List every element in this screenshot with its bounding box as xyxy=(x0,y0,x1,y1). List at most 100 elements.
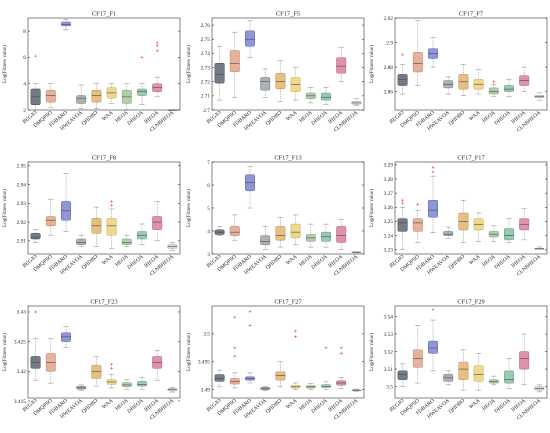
box-begjo xyxy=(214,46,225,101)
y-axis-label: Log(Fitness value) xyxy=(187,45,192,83)
box-iqr xyxy=(428,340,438,354)
box-dheoa xyxy=(321,223,331,248)
box-iqr xyxy=(121,238,132,245)
box-iqr xyxy=(412,218,423,232)
chart-title: CF17_F13 xyxy=(274,155,301,162)
y-tick-label: 3.42 xyxy=(17,369,27,375)
box-clnbheoa xyxy=(534,384,545,393)
outlier-point xyxy=(294,335,297,338)
x-tick-label: WAA xyxy=(468,398,481,411)
box-iqr xyxy=(397,74,408,86)
y-tick-label: 3.495 xyxy=(198,360,210,366)
box-iqr xyxy=(412,52,423,73)
x-tick-label: DHEOA xyxy=(126,110,144,127)
x-tick-label: WAA xyxy=(101,398,114,411)
y-tick-label: 2.7 xyxy=(203,108,210,114)
box-iqr xyxy=(504,85,514,92)
y-axis-label: Log(Fitness value) xyxy=(187,333,192,371)
chart-title: CF17_F27 xyxy=(274,299,302,306)
box-iqr xyxy=(214,374,225,382)
box-dmqpso xyxy=(412,325,423,384)
box-iheoa xyxy=(152,41,163,98)
box-waa xyxy=(290,329,301,390)
box-begjo xyxy=(30,229,41,243)
box-fdbaro xyxy=(245,20,255,58)
box-iqr xyxy=(76,238,87,245)
x-tick-label: WAA xyxy=(468,110,481,123)
box-waa xyxy=(290,214,301,246)
box-fdbaro xyxy=(428,308,438,372)
box-waa xyxy=(106,200,117,249)
y-tick-label: 2.92 xyxy=(17,220,27,226)
box-iqr xyxy=(91,90,102,103)
outlier-point xyxy=(416,203,420,206)
chart-title: CF17_F5 xyxy=(276,11,300,18)
box-iheoa xyxy=(152,350,163,381)
outlier-point xyxy=(233,354,237,358)
box-qhdbo xyxy=(91,356,102,387)
box-fdbaro xyxy=(428,37,438,68)
x-tick-label: QHDBO xyxy=(448,254,467,271)
box-dmqpso xyxy=(45,83,56,108)
outlier-point xyxy=(324,346,328,350)
box-iheoa xyxy=(336,47,347,82)
box-iqr xyxy=(519,351,530,370)
plot-frame xyxy=(394,161,548,255)
box-iqr xyxy=(214,63,225,84)
box-iheoa xyxy=(336,219,347,250)
x-tick-label: DHEOA xyxy=(493,254,511,271)
box-iheoa xyxy=(519,66,530,92)
y-tick-label: 3.43 xyxy=(17,310,27,316)
outlier-point xyxy=(34,310,37,314)
outlier-point xyxy=(248,324,252,327)
box-heoa xyxy=(488,375,499,386)
box-iqr xyxy=(321,92,331,101)
box-iqr xyxy=(137,88,147,96)
box-heoa xyxy=(121,379,132,390)
x-tick-label: QHDBO xyxy=(81,110,100,127)
box-iqr xyxy=(152,216,163,230)
plot-frame xyxy=(211,305,365,399)
y-tick-label: 2.88 xyxy=(384,65,394,71)
box-hweavoa xyxy=(443,226,454,239)
box-clnbheoa xyxy=(534,246,545,251)
box-iqr xyxy=(336,226,347,243)
outlier-point xyxy=(110,362,113,366)
box-heoa xyxy=(305,383,316,390)
y-tick-label: 3.425 xyxy=(14,339,26,345)
box-begjo xyxy=(214,369,225,388)
box-hweavoa xyxy=(76,234,87,247)
y-tick-label: 2.92 xyxy=(384,16,394,22)
box-dmqpso xyxy=(229,214,240,241)
box-hweavoa xyxy=(76,384,87,391)
box-dmqpso xyxy=(45,199,56,236)
box-dheoa xyxy=(504,358,514,389)
y-tick-label: 3.25 xyxy=(384,219,394,225)
x-tick-label: DHEOA xyxy=(126,398,144,415)
box-iqr xyxy=(275,226,286,241)
x-tick-label: DHEOA xyxy=(310,398,328,415)
box-iqr xyxy=(443,231,454,236)
box-iqr xyxy=(488,87,499,95)
y-tick-label: 3.415 xyxy=(14,399,26,405)
plot-frame xyxy=(27,161,181,255)
outlier-point xyxy=(401,201,404,205)
box-iqr xyxy=(30,233,41,240)
box-qhdbo xyxy=(275,60,286,102)
box-iqr xyxy=(336,57,347,74)
box-qhdbo xyxy=(91,83,102,109)
box-heoa xyxy=(305,223,316,248)
box-iheoa xyxy=(519,333,530,386)
box-clnbheoa xyxy=(351,251,362,254)
box-begjo xyxy=(214,226,225,236)
outlier-point xyxy=(110,367,113,370)
y-tick-label: 3.5 xyxy=(203,332,210,338)
box-iheoa xyxy=(152,201,163,242)
x-tick-label: WAA xyxy=(101,110,114,123)
box-waa xyxy=(106,362,117,389)
outlier-point xyxy=(110,200,113,203)
plot-frame xyxy=(394,17,548,111)
y-tick-label: 2.93 xyxy=(17,201,27,207)
